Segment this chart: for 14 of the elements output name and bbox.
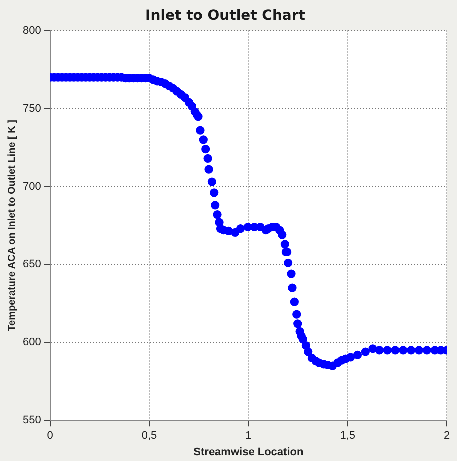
y-tick-label: 750 [22,102,42,115]
y-tick-label: 600 [22,336,42,349]
x-tick-label: 2 [444,430,450,442]
y-tick-label: 550 [22,414,42,427]
y-tick-label: 700 [22,180,42,193]
y-tick-label: 650 [22,258,42,271]
x-axis-title: Streamwise Location [194,446,304,458]
x-tick-label: 1,5 [340,430,356,442]
x-tick-label: 0,5 [142,430,158,442]
chart-title: Inlet to Outlet Chart [146,8,306,24]
y-axis-title: Temperature ACA on Inlet to Outlet Line [ K ] [6,120,18,332]
x-tick-label: 1 [246,430,252,442]
x-tick-label: 0 [47,430,54,442]
y-tick-label: 800 [22,24,42,37]
